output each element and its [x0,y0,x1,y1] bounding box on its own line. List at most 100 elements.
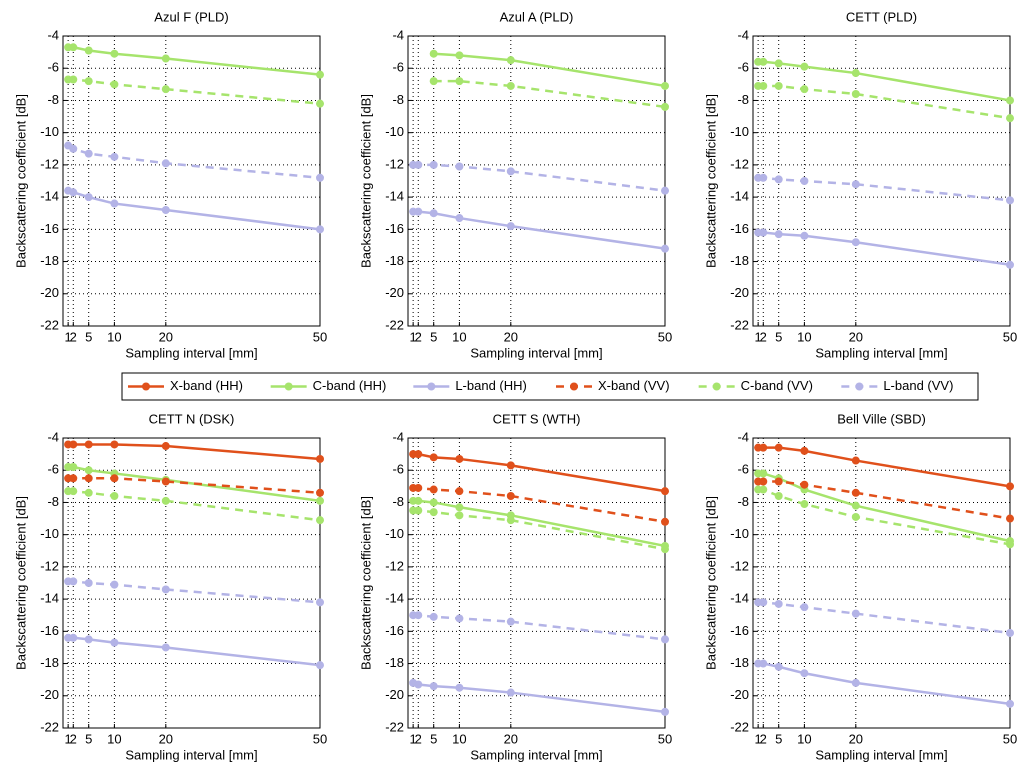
x-axis-label: Sampling interval [mm] [470,747,602,762]
series-line [758,601,1011,635]
data-point [429,508,438,517]
data-point [414,506,423,515]
data-point [110,474,119,483]
data-point [429,209,438,218]
y-tick-label: -8 [392,494,404,509]
series-line [413,163,666,192]
data-point [84,488,93,497]
data-point [661,244,669,253]
data-point [316,99,324,108]
series-line [67,189,321,231]
data-point [429,485,438,494]
y-tick-label: -16 [730,221,749,236]
y-tick-label: -14 [40,591,59,606]
x-axis-label: Sampling interval [mm] [815,345,947,360]
x-tick-label: 20 [849,329,863,344]
data-point [759,477,768,486]
data-point [414,450,423,459]
data-point [800,85,809,94]
chart-title: CETT N (DSK) [149,411,235,426]
data-point [414,207,423,216]
data-point [455,614,464,623]
data-point [84,77,93,86]
data-point [455,77,464,86]
x-axis-label: Sampling interval [mm] [125,345,257,360]
y-tick-label: -14 [730,189,749,204]
data-point [1006,514,1014,523]
data-point [851,512,860,521]
y-tick-label: -18 [730,253,749,268]
y-tick-label: -6 [47,462,59,477]
data-point [316,70,324,79]
data-point [69,577,78,586]
y-tick-label: -20 [730,687,749,702]
series-line [413,499,666,548]
y-tick-label: -14 [730,591,749,606]
x-tick-label: 1 [755,329,762,344]
data-point [1006,196,1014,205]
data-point [759,659,768,668]
data-point [661,81,669,90]
x-tick-label: 50 [1003,329,1017,344]
y-tick-label: -20 [730,285,749,300]
y-tick-label: -12 [730,156,749,171]
y-tick-label: -14 [385,591,404,606]
legend-label: C-band (HH) [313,378,387,393]
data-point [1006,96,1014,105]
data-point [506,688,515,697]
x-tick-label: 50 [313,731,327,746]
data-point [800,177,809,185]
series-line [758,446,1011,488]
y-tick-label: -6 [392,462,404,477]
data-point [759,485,768,494]
x-tick-label: 5 [85,329,92,344]
y-tick-label: -8 [47,92,59,107]
data-point [161,54,170,63]
x-tick-label: 10 [107,731,121,746]
data-point [429,612,438,621]
data-point [851,456,860,465]
data-point [800,500,809,509]
y-tick-label: -22 [40,719,59,734]
series-line [758,472,1011,543]
data-point [84,635,93,644]
data-point [455,487,464,496]
y-tick-label: -4 [737,429,749,444]
chart-title: Azul A (PLD) [500,9,574,24]
data-point [759,228,768,237]
x-axis-label: Sampling interval [mm] [125,747,257,762]
y-tick-label: -16 [40,221,59,236]
y-tick-label: -12 [40,156,59,171]
data-point [316,661,324,670]
y-axis-label: Backscattering coefficient [dB] [358,94,373,268]
data-point [414,483,423,492]
legend-label: L-band (HH) [455,378,527,393]
y-tick-label: -20 [385,285,404,300]
data-point [429,498,438,507]
y-tick-label: -4 [392,429,404,444]
data-point [110,199,119,208]
x-tick-label: 1 [755,731,762,746]
y-tick-label: -6 [47,60,59,75]
data-point [506,222,515,231]
x-tick-label: 20 [504,329,518,344]
data-point [110,49,119,58]
y-tick-label: -8 [47,494,59,509]
data-point [506,81,515,90]
data-point [506,617,515,626]
data-point [506,492,515,500]
x-tick-label: 1 [65,329,72,344]
data-point [84,149,93,158]
y-tick-label: -16 [730,623,749,638]
y-tick-label: -22 [40,317,59,332]
series-line [68,477,321,495]
plot-frame [407,35,666,327]
y-tick-label: -6 [737,60,749,75]
x-tick-label: 5 [85,731,92,746]
y-tick-label: -8 [737,92,749,107]
data-point [84,474,93,483]
y-tick-label: -22 [385,317,404,332]
series-line [758,662,1011,706]
data-point [69,43,78,52]
